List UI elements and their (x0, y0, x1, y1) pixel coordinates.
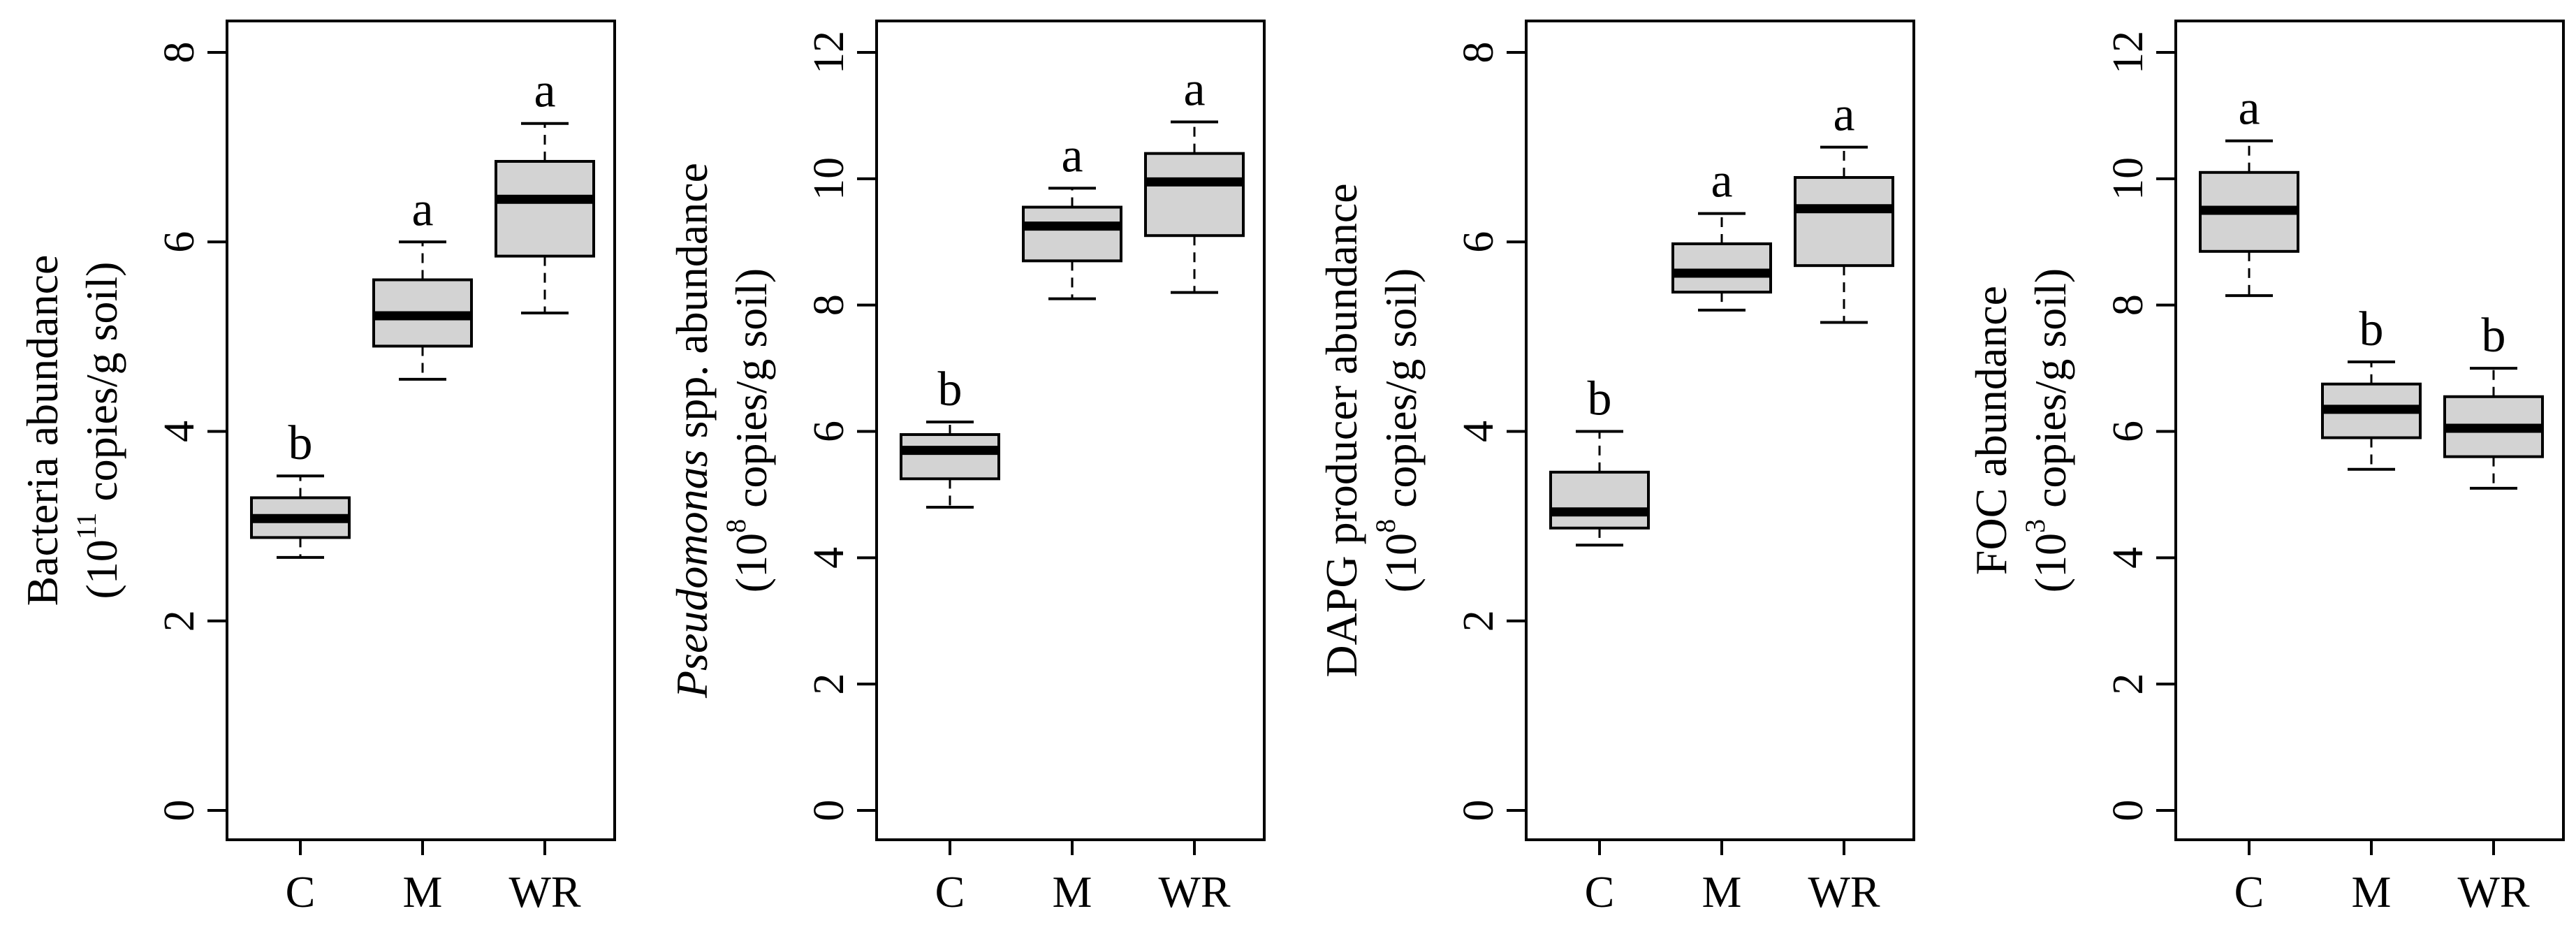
box-WR: a (1794, 88, 1894, 324)
y-tick-label: 12 (2105, 31, 2152, 74)
y-tick-label: 6 (1455, 231, 1502, 253)
chart-panel-2: 0 2 4 6 8 10 12 Pseudomonas spp. abundance(108 … (667, 20, 1266, 917)
y-tick-label: 6 (156, 231, 203, 253)
plot-frame (226, 20, 616, 841)
y-tick-label: 10 (805, 157, 853, 201)
y-tick-label: 6 (805, 421, 853, 442)
y-tick-label: 2 (805, 673, 853, 695)
significance-letter: a (2238, 82, 2260, 136)
x-category-label: M (1702, 867, 1742, 917)
x-category-label: WR (1808, 867, 1880, 917)
y-tick-label: 12 (805, 31, 853, 74)
x-category-label: C (286, 867, 316, 917)
y-tick-label: 8 (805, 294, 853, 316)
y-tick-label: 4 (805, 547, 853, 569)
y-axis-label-part: spp. abundance (667, 163, 717, 450)
box-iqr (1549, 470, 1650, 530)
y-tick-label: 0 (2105, 800, 2152, 822)
box-iqr (1144, 152, 1245, 238)
box-C: a (2199, 82, 2299, 298)
x-category-label: C (1585, 867, 1615, 917)
y-axis-label-exponent: 8 (720, 519, 752, 533)
significance-letter: a (1833, 88, 1854, 142)
significance-letter: a (1711, 154, 1732, 208)
box-iqr (1022, 205, 1122, 263)
y-tick-label: 10 (2105, 157, 2152, 201)
y-tick-label: 4 (156, 421, 203, 442)
y-axis-label-line-1: Bacteria abundance (17, 255, 67, 606)
box-M: a (372, 182, 473, 381)
y-axis-label-line-1: Pseudomonas spp. abundance (667, 163, 717, 699)
significance-letter: b (2359, 303, 2384, 356)
box-WR: b (2443, 309, 2544, 490)
box-C: b (900, 363, 1000, 509)
y-axis-label-exponent: 11 (71, 513, 102, 540)
y-tick-label: 2 (1455, 610, 1502, 632)
significance-letter: a (534, 64, 555, 118)
y-tick-label: 0 (156, 800, 203, 822)
box-WR: a (1144, 62, 1245, 294)
x-category-label: M (1053, 867, 1092, 917)
significance-letter: a (1183, 62, 1205, 116)
box-M: a (1022, 129, 1122, 300)
y-tick-label: 8 (1455, 42, 1502, 64)
y-axis-label-part: FOC abundance (1966, 286, 2016, 575)
significance-letter: a (411, 182, 433, 236)
y-axis-label-line-2: (108 copies/g soil) (720, 268, 776, 592)
y-axis-label-exponent: 3 (2019, 519, 2051, 533)
y-tick-label: 8 (156, 42, 203, 64)
y-axis-label-part: Pseudomonas (667, 450, 717, 699)
box-C: b (1549, 372, 1650, 547)
x-category-label: M (2352, 867, 2392, 917)
y-axis-label-part: (10 (1376, 533, 1426, 592)
y-axis-label-line-1: DAPG producer abundance (1317, 183, 1366, 677)
box-iqr (900, 433, 1000, 481)
box-iqr (1671, 242, 1772, 294)
x-category-label: M (403, 867, 443, 917)
y-tick-label: 2 (2105, 673, 2152, 695)
chart-panel-4: 0 2 4 6 8 10 12 FOC abundance (103 copies/g soil… (1966, 20, 2565, 917)
box-iqr (495, 159, 595, 258)
y-tick-label: 2 (156, 610, 203, 632)
y-tick-label: 4 (2105, 547, 2152, 569)
y-tick-label: 6 (2105, 421, 2152, 442)
y-tick-label: 0 (1455, 800, 1502, 822)
y-tick-label: 0 (805, 800, 853, 822)
y-axis-label-exponent: 8 (1370, 519, 1401, 533)
y-axis-label-line-2: (1011 copies/g soil) (71, 262, 126, 599)
x-category-label: WR (1158, 867, 1230, 917)
y-axis-label-part: DAPG producer abundance (1317, 183, 1366, 677)
significance-letter: b (938, 363, 963, 416)
significance-letter: b (1588, 372, 1612, 426)
x-category-label: WR (508, 867, 580, 917)
y-axis-label-part: copies/g soil) (726, 268, 776, 519)
chart-panel-1: 0 2 4 6 8 Bacteria abundance (1011 copies/g so… (17, 20, 616, 917)
y-axis-label-part: (10 (726, 533, 776, 592)
significance-letter: b (2482, 309, 2506, 363)
significance-letter: b (288, 416, 313, 470)
y-axis-label-part: copies/g soil) (2026, 268, 2075, 519)
y-axis-label-part: (10 (2026, 533, 2075, 592)
x-category-label: C (935, 867, 965, 917)
y-axis-label-part: (10 (77, 539, 126, 599)
box-C: b (250, 416, 351, 559)
y-axis-label-line-2: (103 copies/g soil) (2019, 268, 2075, 592)
y-axis-label-line-2: (108 copies/g soil) (1370, 268, 1426, 592)
box-M: b (2321, 303, 2422, 471)
box-M: a (1671, 154, 1772, 312)
x-category-label: C (2234, 867, 2264, 917)
box-WR: a (495, 64, 595, 314)
y-axis-label-part: Bacteria abundance (17, 255, 67, 606)
y-axis-label-part: copies/g soil) (1376, 268, 1426, 519)
y-axis-label-line-1: FOC abundance (1966, 286, 2016, 575)
y-tick-label: 4 (1455, 421, 1502, 442)
x-category-label: WR (2457, 867, 2529, 917)
box-iqr (1794, 176, 1894, 268)
y-axis-label-part: copies/g soil) (77, 262, 126, 513)
significance-letter: a (1061, 129, 1083, 182)
y-tick-label: 8 (2105, 294, 2152, 316)
